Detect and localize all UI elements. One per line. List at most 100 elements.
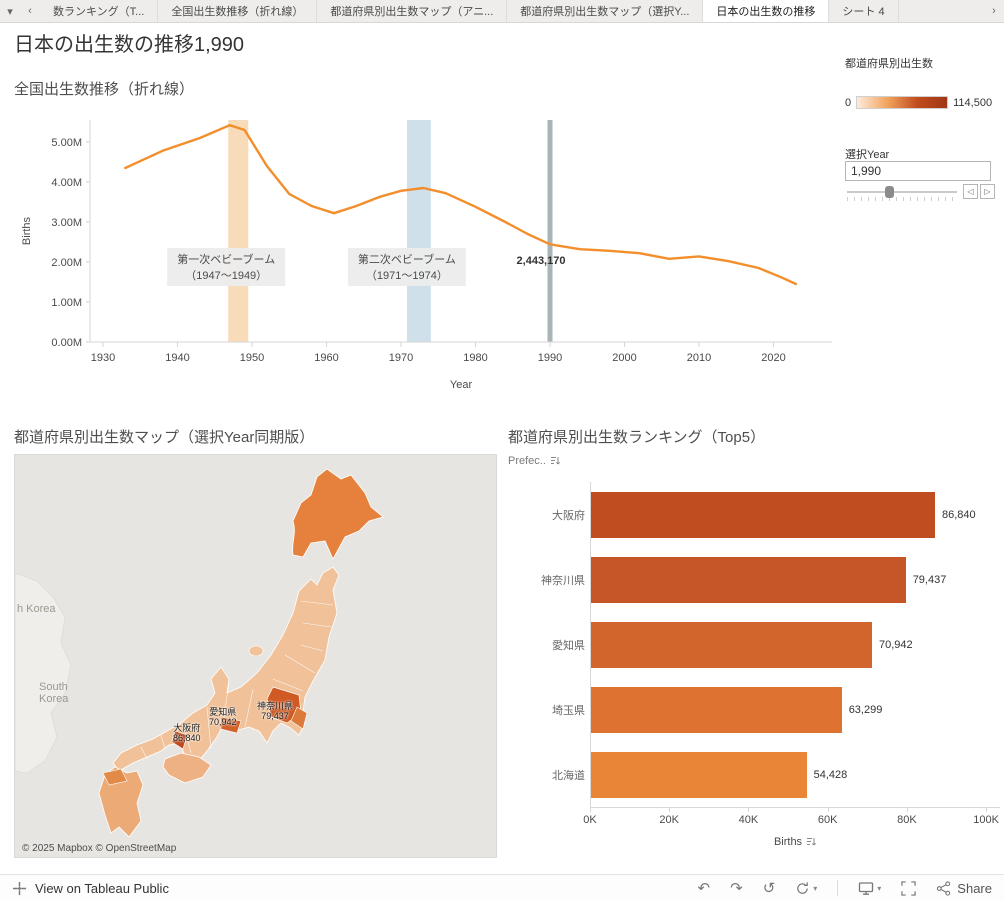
bar-row: 北海道 54,428 — [552, 742, 976, 807]
year-step-back-button[interactable]: ◁ — [963, 184, 978, 199]
redo-icon[interactable]: ↷ — [730, 879, 743, 897]
sheet-tab[interactable]: 都道府県別出生数マップ（選択Y... — [507, 0, 704, 22]
map-shikoku[interactable] — [162, 752, 212, 784]
refresh-menu-button[interactable]: ▾ — [795, 881, 817, 896]
x-tick-label: 1980 — [463, 352, 487, 364]
map-prefecture-borders — [140, 600, 334, 760]
map-prefecture-shape-chiba[interactable] — [290, 706, 308, 730]
legend-max-label: 114,500 — [953, 96, 993, 109]
caret-down-icon: ▾ — [813, 883, 818, 893]
births-sort-header[interactable]: Births — [590, 836, 1000, 848]
line-chart-title: 全国出生数推移（折れ線） — [14, 81, 195, 98]
view-on-tableau-public-link[interactable]: View on Tableau Public — [12, 881, 169, 896]
sheet-tab[interactable]: 都道府県別出生数マップ（アニ... — [317, 0, 508, 22]
y-tick-label: 3.00M — [51, 217, 82, 229]
map-prefecture-shape-kanto[interactable] — [266, 686, 302, 724]
bar-x-tick-label: 80K — [897, 814, 917, 826]
map-sea — [15, 455, 496, 857]
x-tick-label: 2020 — [761, 352, 785, 364]
revert-icon[interactable]: ↺ — [762, 879, 776, 897]
national-births-line-chart[interactable]: 0.00M 1.00M 2.00M 3.00M 4.00M 5.00M 1930 1940 19… — [14, 100, 844, 400]
bar-mark[interactable] — [591, 491, 935, 538]
bar-category-label[interactable]: 神奈川県 — [541, 574, 585, 587]
tabs-scroll-right-icon[interactable]: › — [992, 5, 996, 17]
sheet-tabs: 数ランキング（T... 全国出生数推移（折れ線） 都道府県別出生数マップ（アニ...… — [40, 0, 984, 22]
y-tick-label: 2.00M — [51, 257, 82, 269]
slider-handle[interactable] — [885, 186, 894, 198]
sheet-tab[interactable]: 全国出生数推移（折れ線） — [158, 0, 318, 22]
bar-rows: 大阪府 86,840 神奈川県 79,437 愛知県 70,942 埼玉県 63,299 北海道… — [541, 482, 976, 807]
annotation-text-line2: （1947～1949） — [185, 269, 267, 282]
prefecture-sort-label: Prefec.. — [508, 455, 546, 467]
bar-x-axis-line — [590, 807, 1000, 808]
device-layout-button[interactable]: ▾ — [858, 881, 881, 896]
share-label: Share — [957, 880, 992, 896]
year-parameter-input[interactable] — [845, 161, 991, 181]
bar-mark[interactable] — [591, 556, 906, 603]
legend-min-label: 0 — [845, 96, 852, 109]
map-attribution[interactable]: © 2025 Mapbox © OpenStreetMap — [19, 843, 180, 854]
slider-ticks — [847, 197, 957, 201]
map-prefecture-shape-fukuoka[interactable] — [102, 768, 128, 786]
undo-icon[interactable]: ↶ — [697, 879, 711, 897]
refresh-icon — [795, 881, 810, 896]
map-prefecture-shape-hokkaido[interactable] — [292, 468, 384, 560]
japan-births-map[interactable]: h Korea South Korea 神奈川県 79,437 愛知県 70,942 大… — [14, 454, 497, 858]
bar-mark[interactable] — [591, 751, 807, 798]
year-step-forward-button[interactable]: ▷ — [980, 184, 995, 199]
sheet-tab[interactable]: シート 4 — [829, 0, 899, 22]
share-button[interactable]: Share — [936, 881, 992, 896]
tabs-scroll-left-icon[interactable]: ‹ — [28, 5, 32, 17]
prefecture-sort-header[interactable]: Prefec.. — [508, 455, 560, 467]
annotation-text-line2: （1971～1974） — [366, 269, 448, 282]
sheet-tab-bar: ▾ ‹ 数ランキング（T... 全国出生数推移（折れ線） 都道府県別出生数マップ（ア… — [0, 0, 1004, 23]
workbook-menu-caret-icon[interactable]: ▾ — [7, 5, 13, 18]
color-legend: 0 114,500 — [845, 96, 992, 109]
sheet-tab[interactable]: 日本の出生数の推移 — [703, 0, 830, 22]
color-legend-title: 都道府県別出生数 — [845, 58, 933, 70]
bar-category-label[interactable]: 大阪府 — [552, 509, 585, 522]
map-sado-island[interactable] — [248, 645, 264, 657]
annotation-box — [347, 248, 466, 286]
map-prefecture-name: 大阪府 — [173, 723, 201, 733]
year-parameter-label: 選択Year — [845, 149, 890, 161]
map-prefecture-shape-aichi[interactable] — [220, 716, 242, 734]
bar-mark[interactable] — [591, 621, 872, 668]
map-prefecture-name: 神奈川県 — [257, 701, 294, 711]
bar-row: 大阪府 86,840 — [552, 482, 976, 547]
slider-track[interactable] — [847, 191, 957, 193]
toolbar-divider — [837, 880, 839, 896]
annotation-text-line1: 第一次ベビーブーム — [177, 252, 275, 266]
x-tick-label: 1950 — [240, 352, 264, 364]
x-axis-title: Year — [450, 379, 473, 391]
bar-x-tickmark — [669, 807, 671, 812]
bar-row: 神奈川県 79,437 — [541, 547, 976, 612]
sort-icon — [550, 456, 560, 466]
legend-gradient-bar — [856, 96, 949, 109]
annotation-text-line1: 第二次ベビーブーム — [358, 252, 456, 266]
bar-category-label[interactable]: 北海道 — [552, 769, 585, 782]
bar-category-label[interactable]: 埼玉県 — [552, 704, 585, 717]
x-tick-label: 2010 — [687, 352, 711, 364]
x-tick-label: 1960 — [314, 352, 338, 364]
births-line-mark[interactable] — [124, 124, 798, 286]
map-prefecture-shape-osaka[interactable] — [171, 730, 188, 750]
fullscreen-icon[interactable] — [901, 880, 916, 896]
bar-category-label[interactable]: 愛知県 — [552, 639, 585, 652]
bar-x-tickmark — [986, 807, 988, 812]
bar-value-label: 54,428 — [813, 768, 848, 781]
year-parameter-slider: ◁ ▷ — [845, 184, 995, 204]
bar-x-tick-label: 0K — [583, 814, 597, 826]
selected-year-reference-line[interactable] — [547, 120, 553, 342]
bar-mark[interactable] — [591, 686, 842, 733]
map-prefecture-label: 愛知県 70,942 — [209, 707, 237, 727]
map-prefecture-value: 79,437 — [261, 711, 289, 721]
sheet-tab[interactable]: 数ランキング（T... — [40, 0, 159, 22]
bar-x-tick-label: 20K — [659, 814, 680, 826]
bar-x-tickmark — [590, 807, 591, 812]
map-prefecture-label: 大阪府 86,840 — [173, 723, 201, 743]
baby-boom-band — [228, 120, 249, 342]
toolbar-actions: ↶ ↷ ↺ ▾ ▾ Sh — [698, 880, 992, 896]
y-tick-label: 1.00M — [51, 297, 82, 309]
